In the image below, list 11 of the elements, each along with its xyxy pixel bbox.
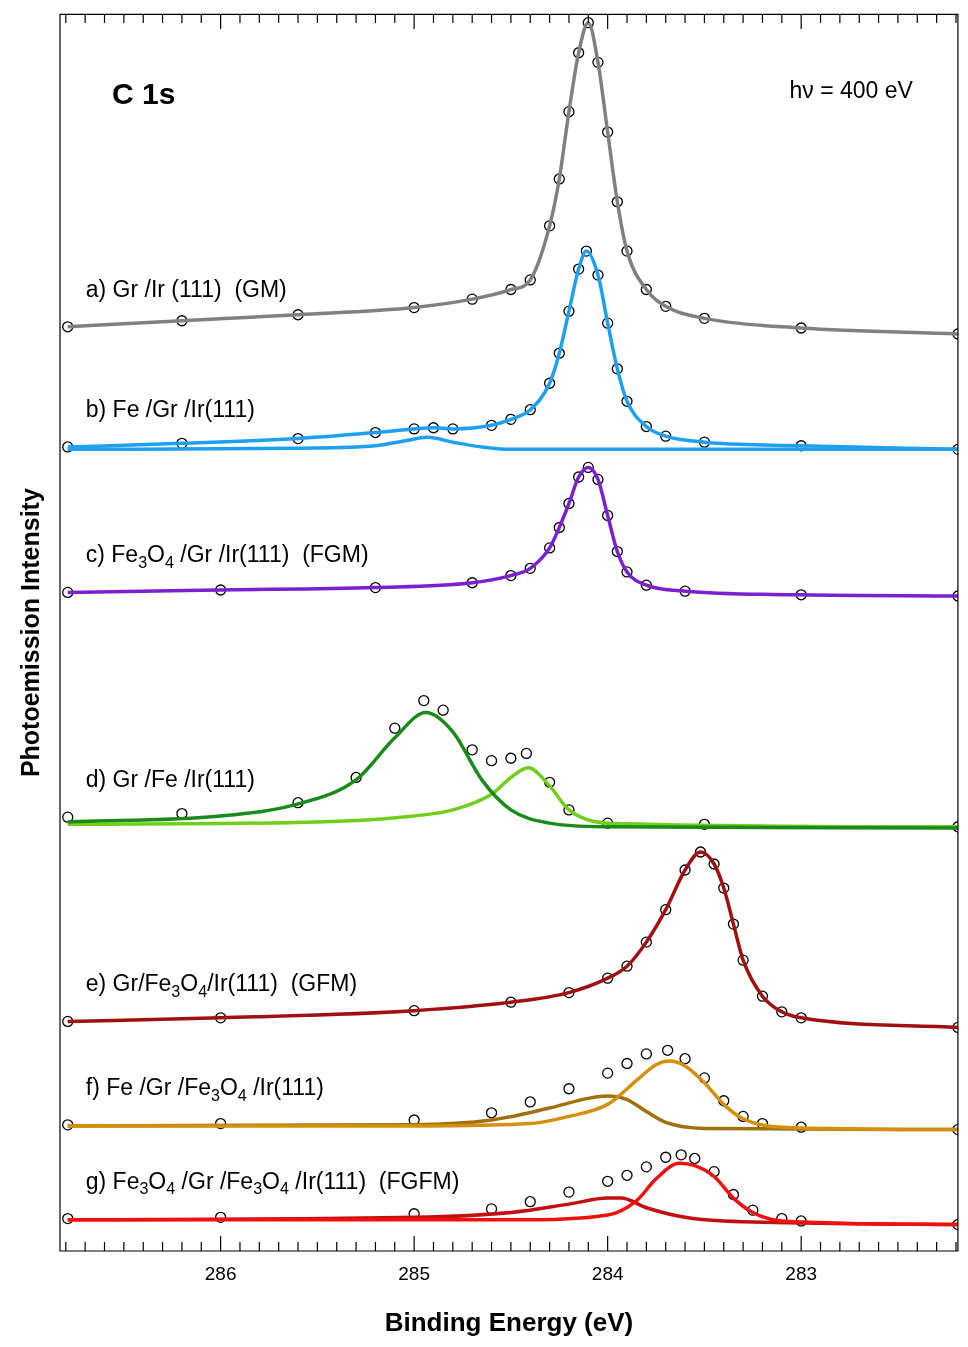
x-tick-label: 286: [204, 1262, 237, 1284]
series-label: a) Gr /Ir (111) (GM): [85, 275, 287, 302]
x-tick-label: 283: [785, 1262, 818, 1284]
series-label: d) Gr /Fe /Ir(111): [85, 766, 255, 793]
annotation: C 1s: [112, 77, 176, 111]
x-tick-label: 284: [591, 1262, 624, 1284]
annotation: hν = 400 eV: [789, 77, 914, 104]
x-axis-title: Binding Energy (eV): [384, 1306, 634, 1337]
x-tick-label: 285: [398, 1262, 430, 1284]
series-label: b) Fe /Gr /Ir(111): [85, 395, 255, 422]
y-axis-title: Photoemission Intensity: [15, 488, 44, 778]
